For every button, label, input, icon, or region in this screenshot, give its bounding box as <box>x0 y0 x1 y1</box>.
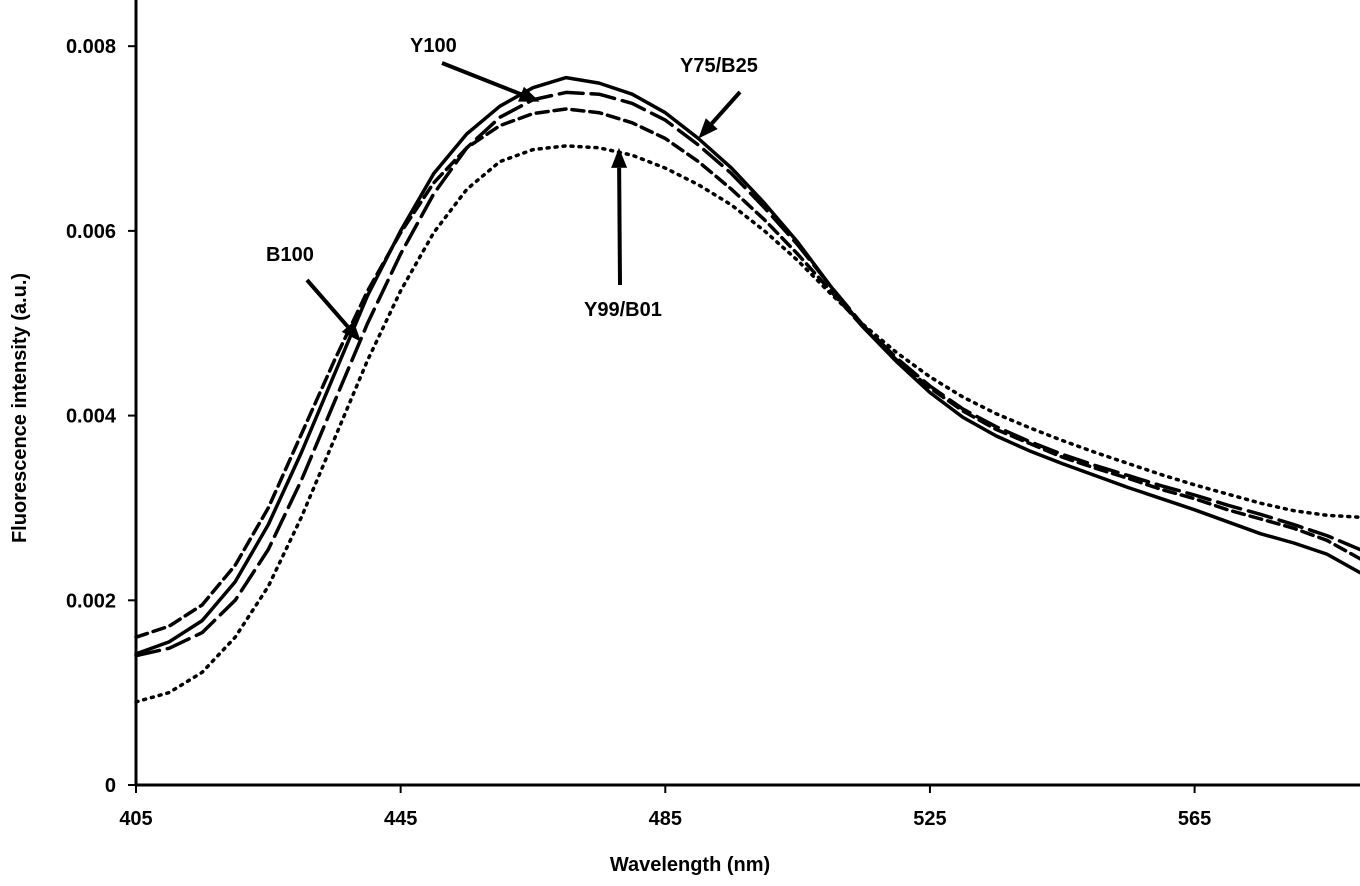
annotation-arrow-y75-b25 <box>710 90 742 125</box>
y-tick-label: 0 <box>105 775 116 797</box>
plot-area: 405 445 485 525 565 0 0.002 0.004 0.006 0.008 <box>66 0 1360 830</box>
annotation-arrow-b100-head <box>341 321 361 342</box>
annotation-arrow-y75-b25-head <box>698 118 718 139</box>
annotation-arrow-y100-head <box>518 86 540 102</box>
annotation-label-y100: Y100 <box>410 35 457 57</box>
x-tick-label: 565 <box>1178 808 1211 830</box>
x-tick-label: 525 <box>913 808 946 830</box>
annotation-arrow-y99-b01 <box>617 167 622 286</box>
y-axis-title: Fluorescence intensity (a.u.) <box>9 273 31 543</box>
annotation-arrow-y99-b01-head <box>611 147 628 168</box>
x-tick-label: 445 <box>384 808 417 830</box>
x-axis-title: Wavelength (nm) <box>610 854 770 876</box>
annotations: Y100 Y75/B25 B100 Y99/B01 <box>266 35 758 342</box>
y-tick-label: 0.002 <box>66 590 116 612</box>
x-tick-label: 405 <box>119 808 152 830</box>
annotation-arrow-y100 <box>441 61 522 97</box>
y-axis-ticks: 0 0.002 0.004 0.006 0.008 <box>66 36 136 797</box>
x-tick-label: 485 <box>649 808 682 830</box>
annotation-label-y99-b01: Y99/B01 <box>584 299 662 321</box>
y-tick-label: 0.004 <box>66 406 117 428</box>
series-line-y100 <box>134 75 1360 656</box>
annotation-label-b100: B100 <box>266 244 314 266</box>
y-tick-label: 0.008 <box>66 36 116 58</box>
x-axis-ticks: 405 445 485 525 565 <box>119 785 1211 830</box>
y-tick-label: 0.006 <box>66 221 116 243</box>
series-line-b100 <box>134 107 1360 639</box>
series-line-y75-b25 <box>134 90 1360 658</box>
annotation-label-y75-b25: Y75/B25 <box>680 55 758 77</box>
series-line-y99-b01 <box>134 144 1360 704</box>
annotation-arrow-b100 <box>305 278 350 328</box>
series-layer <box>134 75 1360 704</box>
